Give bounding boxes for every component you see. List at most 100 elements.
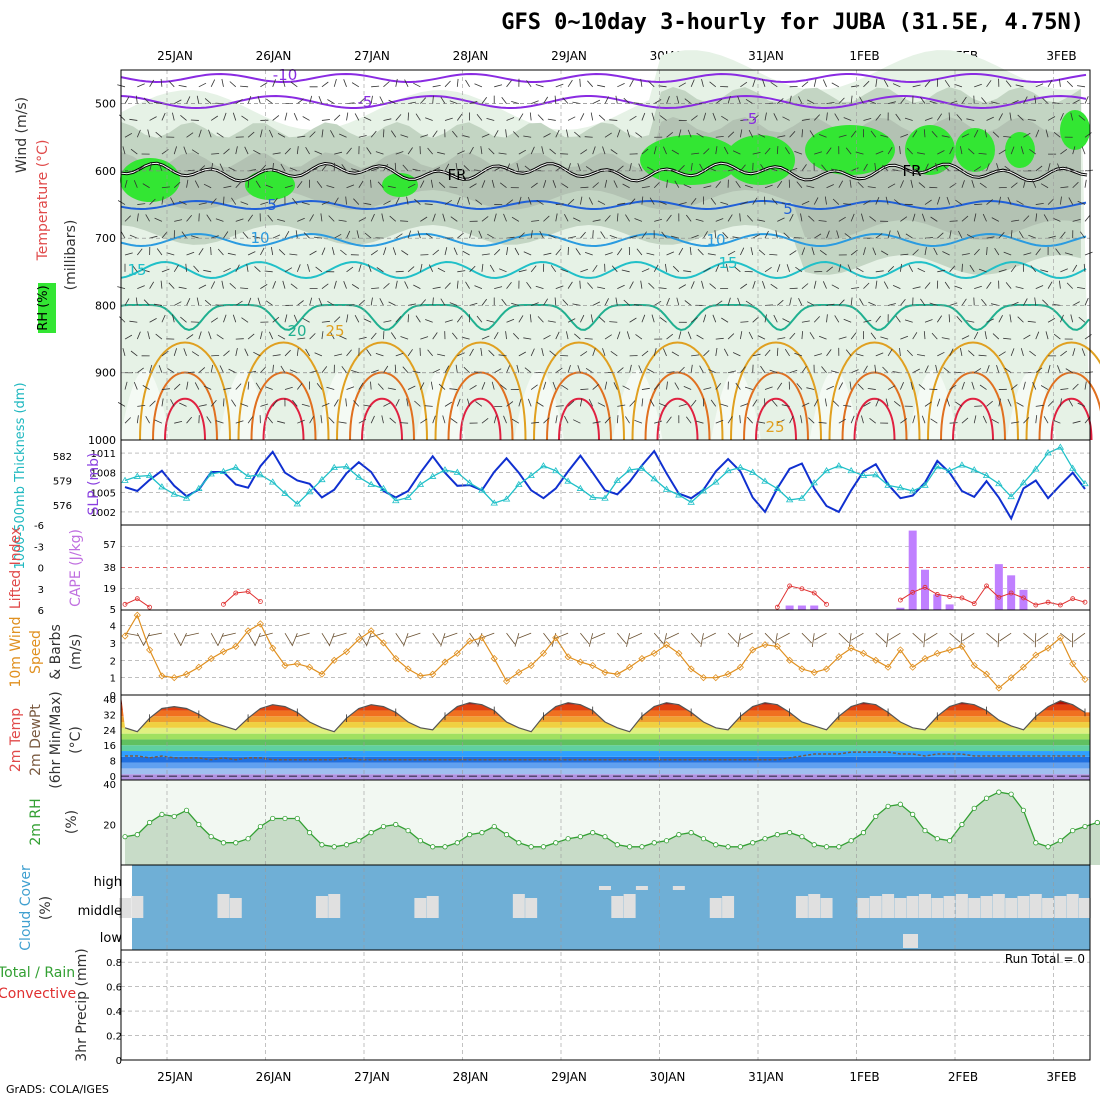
wind-barb (499, 384, 507, 390)
wind-barb (740, 321, 749, 323)
wind10-barb-78 (1073, 632, 1086, 642)
wind-barb (437, 353, 446, 357)
thickness-point-32 (515, 480, 523, 487)
wind-barb (518, 196, 522, 205)
rh2m-point-72 (1008, 791, 1014, 797)
wind-barb (456, 196, 461, 205)
wind-barb (867, 388, 876, 390)
wind-barb (573, 419, 581, 424)
wind-barb (1032, 180, 1037, 188)
wind-barb (893, 199, 901, 205)
thickness-point-51 (748, 468, 757, 475)
wind-barb (149, 79, 155, 88)
wind-barb (671, 351, 680, 357)
wind10-point-55 (798, 665, 806, 673)
wind-barb (196, 95, 200, 104)
rh2m-point-76 (1057, 838, 1063, 844)
wind-barb (260, 284, 268, 289)
wind-barb (548, 234, 556, 239)
wind10-point-29 (478, 634, 486, 642)
wind-barb (353, 400, 360, 407)
contour-label-11: 25 (765, 418, 784, 436)
wind-barb (333, 316, 341, 323)
wind-barb (432, 368, 441, 374)
wind-barb (924, 319, 933, 323)
wind-barb (456, 113, 463, 121)
rh2m-point-5 (183, 807, 190, 813)
wind-barb (629, 364, 632, 373)
thickness-point-43 (650, 475, 658, 482)
wind-barb (480, 347, 483, 356)
wind-barb (277, 334, 286, 340)
wind-barb (1072, 219, 1081, 222)
wind-barb (506, 117, 515, 121)
wind-barb (413, 82, 421, 88)
wind-barb (626, 129, 630, 138)
wind-barb (978, 268, 987, 273)
wind-barb (186, 381, 189, 390)
rh-high-blob-1 (245, 170, 295, 200)
wind-barb (231, 197, 237, 205)
wind-barb (838, 97, 845, 104)
wind10-point-50 (736, 663, 744, 671)
wind-barb (474, 285, 483, 290)
wind-barb (395, 197, 400, 205)
li-line-segment (124, 598, 150, 608)
wind-barb (174, 99, 182, 104)
wind-barb (387, 185, 396, 189)
wind-barb (122, 146, 126, 155)
wind-barb (1079, 231, 1086, 239)
wind-barb (850, 167, 859, 172)
thickness-point-24 (416, 480, 425, 487)
wind-barb (523, 135, 532, 138)
wind-barb (616, 129, 621, 138)
wind-barb (289, 253, 298, 256)
wind-barb (776, 382, 783, 390)
wind-barb (478, 230, 483, 239)
wind-barb (432, 415, 436, 424)
wind-barb (861, 415, 864, 424)
wind-barb (228, 166, 236, 172)
contour-30-loop-8 (940, 371, 1006, 441)
wind-barb (371, 369, 379, 374)
wind-barb (629, 317, 637, 323)
wind-barb (1010, 301, 1019, 306)
wind10-point-1 (133, 611, 141, 619)
wind-barb (272, 197, 278, 205)
wind-barb (269, 129, 274, 138)
wind-barb (129, 234, 138, 239)
wind-barb (929, 100, 938, 105)
wind-barb (223, 350, 230, 357)
wind-barb (549, 350, 557, 357)
wind-barb (208, 129, 212, 138)
wind10-barb-54 (777, 632, 790, 641)
wind-barb (179, 200, 187, 205)
wind-barb (640, 280, 643, 289)
cloud-mid-0 (119, 898, 131, 918)
wind-barb (232, 314, 237, 323)
wind-barb (897, 230, 901, 239)
wind-barb (246, 263, 249, 272)
wind-barb (186, 96, 191, 104)
wind-barb (851, 287, 860, 290)
cloud-level-low: low (100, 931, 123, 946)
wind10-point-65 (921, 655, 929, 663)
wind-barb (683, 270, 692, 273)
wind-barb (370, 332, 377, 340)
wind-barb (752, 353, 761, 357)
wind-barb (253, 351, 261, 357)
thickness-point-36 (564, 477, 572, 484)
wind-barb (272, 234, 281, 239)
wind-barb (526, 80, 532, 88)
wind-barb (316, 181, 323, 188)
wind-barb (722, 232, 729, 239)
wind-barb (892, 285, 901, 290)
wind-barb (659, 115, 667, 121)
wind-barb (135, 95, 138, 104)
wind-barb (764, 314, 767, 323)
wind-barb (395, 315, 402, 323)
date-label-top-2: 27JAN (354, 49, 390, 63)
wind-barb (629, 235, 638, 239)
thickness-point-65 (921, 481, 929, 488)
wind-barb (1084, 169, 1094, 172)
